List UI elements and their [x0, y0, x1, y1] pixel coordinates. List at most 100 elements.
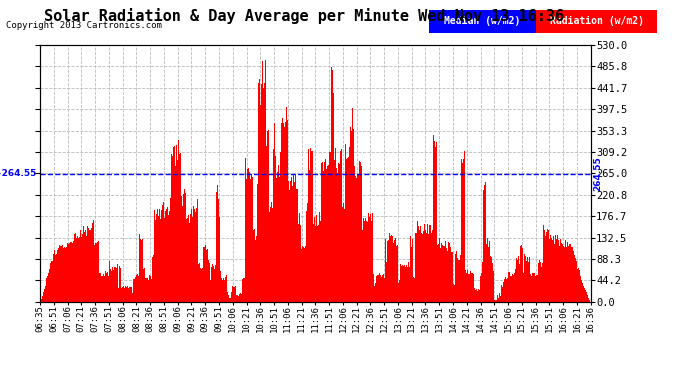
Bar: [313, 224, 314, 302]
Bar: [46, 278, 48, 302]
Bar: [239, 293, 241, 302]
Bar: [204, 247, 205, 302]
Bar: [43, 289, 45, 302]
Bar: [171, 154, 172, 302]
Bar: [395, 237, 397, 302]
Bar: [549, 239, 551, 302]
Bar: [303, 247, 304, 302]
Bar: [327, 166, 328, 302]
Bar: [126, 287, 127, 302]
Bar: [413, 278, 414, 302]
Bar: [569, 244, 571, 302]
Bar: [68, 244, 69, 302]
Bar: [482, 263, 484, 302]
Bar: [41, 299, 42, 302]
Bar: [437, 244, 439, 302]
Bar: [346, 159, 347, 302]
Bar: [161, 210, 162, 302]
Bar: [196, 208, 197, 302]
Bar: [345, 144, 346, 302]
Bar: [485, 182, 486, 302]
Bar: [308, 148, 309, 302]
Bar: [256, 237, 257, 302]
Bar: [284, 127, 285, 302]
Bar: [469, 273, 470, 302]
Bar: [335, 148, 336, 302]
Bar: [258, 83, 259, 302]
Bar: [484, 185, 485, 302]
Bar: [62, 245, 63, 302]
Bar: [129, 287, 130, 302]
Bar: [534, 273, 535, 302]
Bar: [148, 280, 149, 302]
Bar: [218, 199, 219, 302]
Bar: [568, 246, 569, 302]
Bar: [542, 263, 543, 302]
Bar: [237, 295, 238, 302]
Bar: [294, 182, 295, 302]
Bar: [163, 202, 164, 302]
Bar: [108, 276, 109, 302]
Bar: [160, 219, 161, 302]
Bar: [424, 224, 425, 302]
Bar: [268, 130, 269, 302]
Bar: [403, 266, 404, 302]
Bar: [341, 174, 342, 302]
Bar: [73, 241, 74, 302]
Bar: [88, 228, 90, 302]
Bar: [357, 174, 358, 302]
Bar: [177, 160, 178, 302]
Bar: [211, 267, 213, 302]
Bar: [417, 220, 418, 302]
Bar: [338, 163, 339, 302]
Bar: [217, 185, 218, 302]
Bar: [183, 195, 184, 302]
Bar: [519, 264, 520, 302]
Bar: [64, 248, 65, 302]
Bar: [490, 256, 491, 302]
Bar: [533, 273, 534, 302]
Bar: [586, 292, 587, 302]
Bar: [459, 261, 460, 302]
Bar: [520, 246, 521, 302]
Bar: [351, 107, 353, 302]
Bar: [463, 159, 464, 302]
Bar: [532, 273, 533, 302]
Bar: [84, 232, 85, 302]
Bar: [252, 177, 253, 302]
Bar: [444, 246, 445, 302]
Bar: [503, 282, 504, 302]
Bar: [589, 300, 590, 302]
Bar: [172, 156, 173, 302]
Bar: [362, 237, 364, 302]
Bar: [102, 276, 103, 302]
Bar: [97, 242, 98, 302]
Bar: [431, 233, 432, 302]
Bar: [279, 177, 280, 302]
Bar: [375, 283, 376, 302]
Bar: [387, 241, 388, 302]
Bar: [316, 214, 317, 302]
Bar: [292, 186, 293, 302]
Bar: [481, 273, 482, 302]
Bar: [400, 264, 401, 302]
Bar: [557, 236, 558, 302]
Bar: [445, 241, 446, 302]
Bar: [253, 230, 255, 302]
Bar: [82, 234, 83, 302]
Bar: [123, 287, 124, 302]
Bar: [179, 154, 180, 302]
Bar: [215, 265, 216, 302]
Bar: [260, 105, 261, 302]
Bar: [45, 286, 46, 302]
Bar: [435, 147, 436, 302]
Bar: [190, 214, 191, 302]
Bar: [334, 160, 335, 302]
Bar: [453, 284, 454, 302]
Bar: [571, 248, 572, 302]
Bar: [496, 300, 497, 302]
Bar: [49, 269, 50, 302]
Bar: [410, 236, 411, 302]
Bar: [317, 225, 319, 302]
Bar: [213, 266, 214, 302]
